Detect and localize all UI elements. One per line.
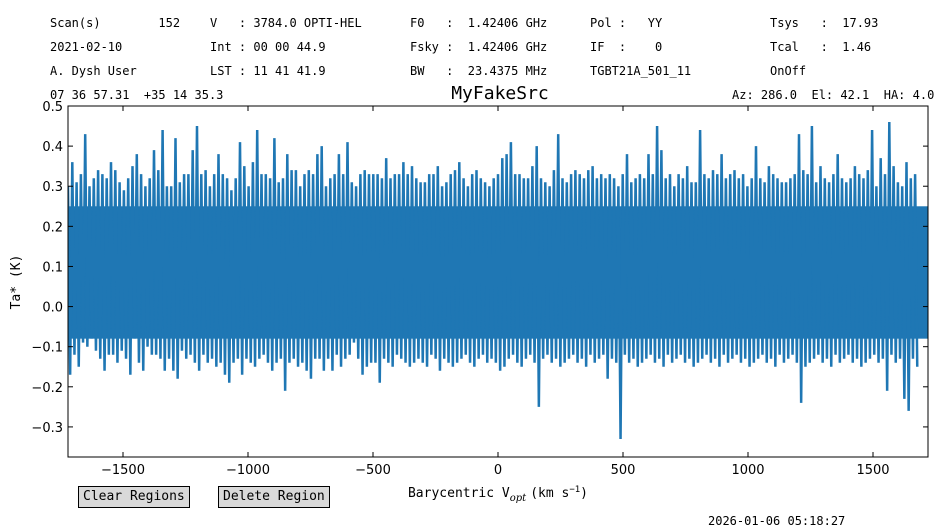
delete-region-button[interactable]: Delete Region (218, 486, 330, 508)
plot-area[interactable] (68, 122, 928, 439)
chart-title: MyFakeSrc (451, 83, 549, 104)
header-date: 2021-02-10 (50, 40, 123, 54)
y-tick-label: 0.3 (42, 180, 63, 195)
x-tick-label: 500 (611, 463, 636, 478)
header-procedure: OnOff (770, 64, 807, 78)
header-observer: A. Dysh User (50, 64, 137, 78)
header-if: IF : 0 (590, 40, 663, 54)
clear-regions-button[interactable]: Clear Regions (78, 486, 190, 508)
header-velocity: V : 3784.0 OPTI-HEL (210, 16, 362, 30)
x-tick-label: 1500 (856, 463, 889, 478)
x-axis: −1500 −1000 −500 0 500 1000 1500 (101, 106, 890, 478)
y-tick-label: −0.3 (31, 421, 63, 436)
header-tsys: Tsys : 17.93 (770, 16, 879, 30)
spectrum-line (68, 122, 919, 439)
x-tick-label: 1000 (731, 463, 764, 478)
x-tick-label: −500 (355, 463, 391, 478)
header-coordinates: 07 36 57.31 +35 14 35.3 (50, 88, 224, 102)
timestamp: 2026-01-06 05:18:27 (708, 514, 846, 528)
x-axis-label: Barycentric Vopt (km s−1) (408, 485, 588, 504)
header-project: TGBT21A_501_11 (590, 64, 692, 78)
y-tick-label: 0.4 (42, 140, 63, 155)
header-polarization: Pol : YY (590, 16, 663, 30)
header-lst: LST : 11 41 41.9 (210, 64, 326, 78)
x-tick-label: −1000 (226, 463, 270, 478)
y-tick-label: −0.1 (31, 341, 63, 356)
y-tick-label: −0.2 (31, 381, 63, 396)
y-tick-label: 0.0 (42, 301, 63, 316)
header-bandwidth: BW : 23.4375 MHz (410, 64, 548, 78)
header-fsky: Fsky : 1.42406 GHz (410, 40, 548, 54)
y-axis: −0.3 −0.2 −0.1 0.0 0.1 0.2 0.3 0.4 0.5 (31, 100, 928, 436)
x-tick-label: −1500 (101, 463, 145, 478)
header-f0: F0 : 1.42406 GHz (410, 16, 548, 30)
header-azel: Az: 286.0 El: 42.1 HA: 4.0 (732, 88, 935, 102)
y-axis-label: Ta* (K) (9, 255, 24, 310)
header-scan: Scan(s) 152 (50, 16, 181, 30)
y-tick-label: 0.1 (42, 260, 63, 275)
y-tick-label: 0.2 (42, 220, 63, 235)
y-tick-label: 0.5 (42, 100, 63, 115)
header-tcal: Tcal : 1.46 (770, 40, 872, 54)
header-integration: Int : 00 00 44.9 (210, 40, 326, 54)
x-tick-label: 0 (494, 463, 502, 478)
